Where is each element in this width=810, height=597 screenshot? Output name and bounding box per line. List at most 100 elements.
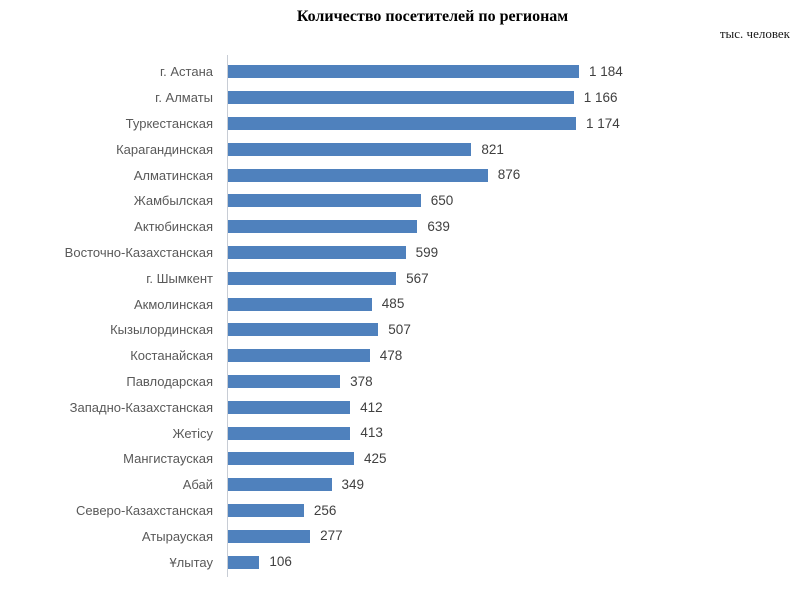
category-label: Алматинская (133, 167, 213, 183)
bar-track: 412 (228, 394, 810, 420)
value-label: 413 (360, 425, 383, 441)
value-label: 349 (341, 476, 365, 492)
bar-track: 821 (228, 136, 810, 162)
bar-track: 256 (228, 498, 810, 524)
chart-row: Западно-Казахстанская 412 (0, 394, 810, 420)
chart-row: Актюбинская 639 (0, 214, 810, 240)
bar (228, 116, 576, 130)
category-label: Восточно-Казахстанская (64, 244, 213, 260)
bar-track: 567 (228, 265, 810, 291)
bar (228, 168, 488, 182)
chart-row: Туркестанская 1 174 (0, 111, 810, 137)
category-label: Абай (182, 477, 213, 493)
category-label: Северо-Казахстанская (75, 502, 213, 518)
value-label: 106 (269, 554, 292, 570)
bar (228, 194, 421, 208)
chart-row: Алматинская 876 (0, 162, 810, 188)
bar (228, 503, 304, 517)
bar-track: 876 (228, 162, 810, 188)
value-label: 599 (415, 244, 439, 260)
chart-row: Северо-Казахстанская 256 (0, 498, 810, 524)
bar (228, 426, 351, 440)
bar-track: 349 (228, 472, 810, 498)
bar-track: 425 (228, 446, 810, 472)
bar-track: 478 (228, 343, 810, 369)
chart-row: г. Алматы 1 166 (0, 85, 810, 111)
category-label: г. Алматы (155, 90, 213, 106)
category-label: Актюбинская (134, 219, 213, 235)
bar-track: 485 (228, 291, 810, 317)
chart-row: Восточно-Казахстанская 599 (0, 240, 810, 266)
chart-title: Количество посетителей по регионам (296, 8, 569, 25)
value-label: 256 (313, 502, 337, 518)
category-label: Мангистауская (123, 451, 213, 467)
chart-row: Акмолинская 485 (0, 291, 810, 317)
bar (228, 349, 370, 363)
chart-row: Кызылординская 507 (0, 317, 810, 343)
chart-row: Жетісу 413 (0, 420, 810, 446)
category-label: Павлодарская (126, 373, 213, 389)
bar-rows-container: г. Астана 1 184 г. Алматы 1 166 Туркеста… (0, 59, 810, 575)
chart-row: г. Шымкент 567 (0, 265, 810, 291)
category-label: Жетісу (172, 425, 214, 441)
chart-row: Атырауская 277 (0, 523, 810, 549)
bar (228, 271, 397, 285)
category-label: Костанайская (130, 348, 213, 364)
bar-track: 277 (228, 523, 810, 549)
category-label: Атырауская (141, 528, 213, 544)
category-label: г. Астана (160, 64, 213, 80)
unit-label: тыс. человек (719, 26, 790, 41)
chart-row: г. Астана 1 184 (0, 59, 810, 85)
bar (228, 91, 574, 105)
category-label: Западно-Казахстанская (69, 399, 213, 415)
value-label: 277 (320, 528, 343, 544)
bar-track: 507 (228, 317, 810, 343)
value-label: 412 (360, 399, 383, 415)
bar (228, 220, 418, 234)
bar-track: 1 174 (228, 111, 810, 137)
value-label: 425 (364, 451, 387, 467)
category-label: Кызылординская (110, 322, 213, 338)
chart-row: Карагандинская 821 (0, 136, 810, 162)
category-label: Ұлытау (169, 554, 213, 570)
bar (228, 478, 332, 492)
value-label: 507 (388, 322, 411, 338)
bar-track: 1 184 (228, 59, 810, 85)
bar-track: 599 (228, 240, 810, 266)
bar-track: 639 (228, 214, 810, 240)
bar-track: 1 166 (228, 85, 810, 111)
bar (228, 297, 372, 311)
bar-track: 378 (228, 369, 810, 395)
category-label: Туркестанская (125, 115, 213, 131)
category-label: Карагандинская (116, 141, 213, 157)
bar (228, 245, 406, 259)
bar (228, 555, 260, 569)
chart-row: Павлодарская 378 (0, 369, 810, 395)
value-label: 378 (350, 373, 373, 389)
bar (228, 529, 311, 543)
bar (228, 374, 341, 388)
value-label: 485 (381, 296, 405, 312)
bar (228, 65, 579, 79)
value-label: 1 184 (589, 64, 623, 80)
value-label: 478 (379, 347, 403, 363)
bar-track: 413 (228, 420, 810, 446)
chart-row: Жамбылская 650 (0, 188, 810, 214)
chart-row: Мангистауская 425 (0, 446, 810, 472)
value-label: 650 (430, 193, 454, 209)
chart-row: Ұлытау 106 (0, 549, 810, 575)
value-label: 567 (406, 270, 429, 286)
value-label: 1 166 (583, 89, 618, 105)
bar (228, 323, 379, 337)
value-label: 876 (497, 167, 521, 183)
bar-track: 106 (228, 549, 810, 575)
bar (228, 452, 354, 466)
bar-track: 650 (228, 188, 810, 214)
bar (228, 400, 351, 414)
chart-row: Костанайская 478 (0, 343, 810, 369)
category-label: Жамбылская (133, 193, 213, 209)
category-label: г. Шымкент (146, 270, 213, 286)
value-label: 821 (481, 141, 504, 157)
value-label: 639 (427, 218, 450, 234)
